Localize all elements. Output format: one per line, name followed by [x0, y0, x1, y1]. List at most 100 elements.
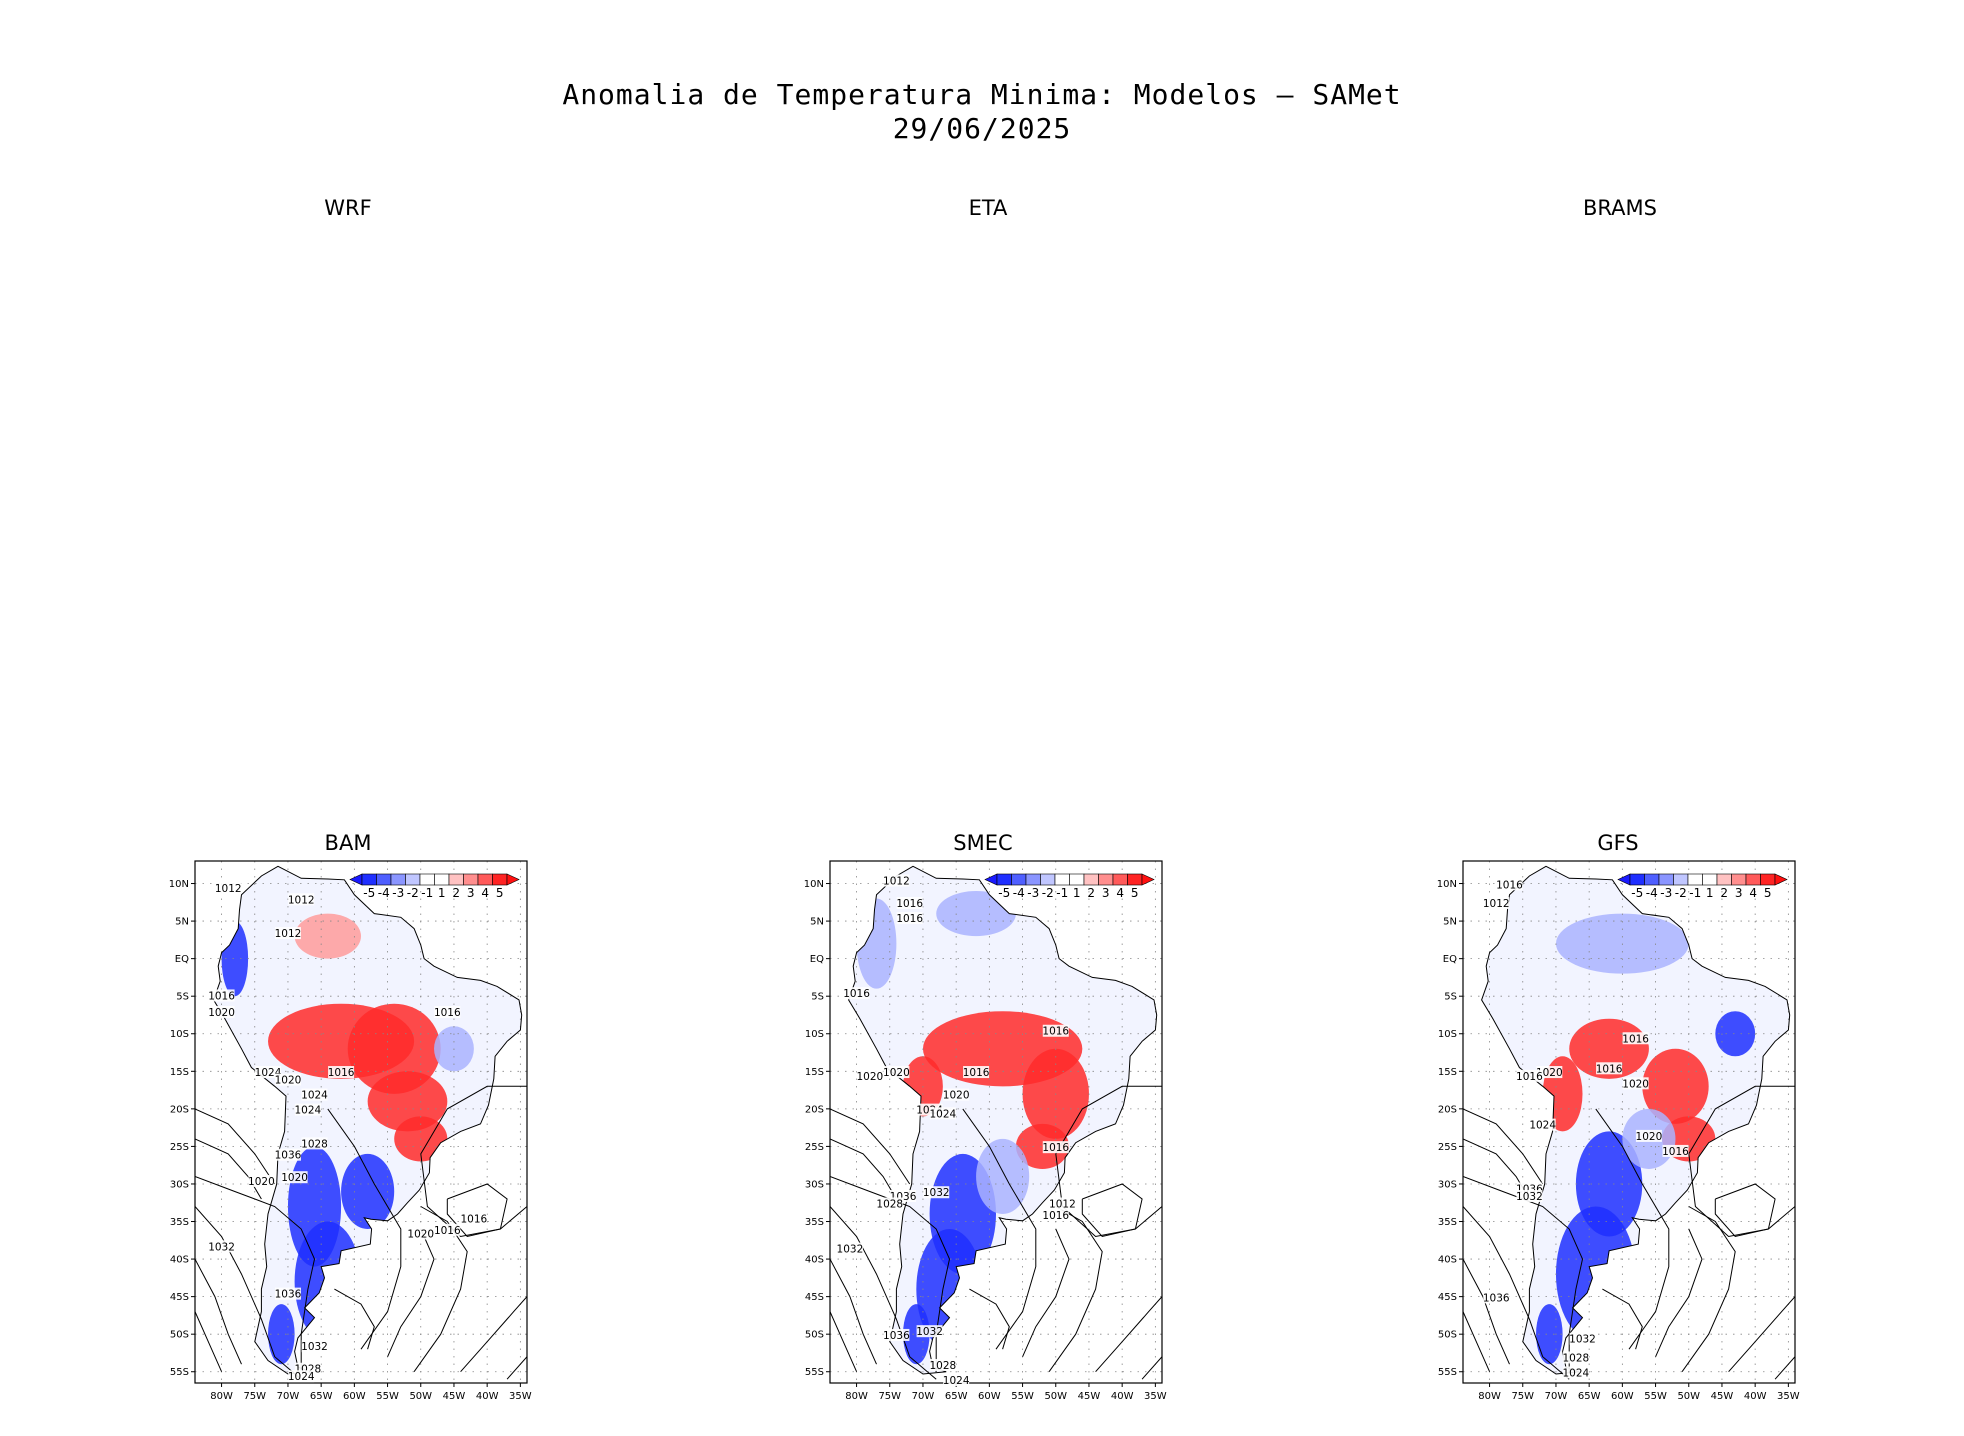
pressure-contour-label: 1024 — [255, 1067, 282, 1079]
lon-tick-label: 55W — [376, 1391, 399, 1402]
lat-tick-label: 5S — [176, 992, 189, 1003]
pressure-contour-label: 1036 — [275, 1289, 302, 1301]
lat-tick-label: 10N — [169, 879, 189, 890]
lon-tick-label: 50W — [1044, 1391, 1067, 1402]
pressure-contour-label: 1028 — [876, 1198, 903, 1210]
pressure-contour-label: 1036 — [275, 1150, 302, 1162]
colorbar-over-arrow — [506, 873, 520, 886]
warm-anomaly-area — [347, 1003, 441, 1094]
isobar-line — [195, 1311, 223, 1372]
cold-anomaly-area — [268, 1304, 295, 1365]
colorbar-label: -1 — [1056, 886, 1068, 900]
contour-label-bg — [1042, 1141, 1069, 1154]
isobar-line — [830, 1311, 858, 1372]
isobar-line — [830, 1138, 897, 1200]
pressure-contour-label: 1016 — [1622, 1033, 1649, 1045]
colorbar-segment — [1025, 873, 1041, 886]
isobar-line — [830, 1108, 911, 1185]
lat-tick-label: 55S — [1438, 1367, 1457, 1378]
isobar-line — [830, 1258, 877, 1365]
contour-label-bg — [836, 1242, 863, 1255]
colorbar-segment — [405, 873, 421, 886]
lat-tick-label: 10S — [1438, 1029, 1457, 1040]
colorbar-label: 1 — [438, 886, 446, 900]
lon-tick-label: 50W — [1677, 1391, 1700, 1402]
pressure-contour-label: 1020 — [208, 1007, 235, 1019]
pressure-contour-label: 1012 — [1049, 1198, 1076, 1210]
lon-tick-label: 35W — [1144, 1391, 1167, 1402]
colorbar-label: 2 — [1720, 886, 1728, 900]
cold-anomaly-area — [856, 898, 897, 989]
colorbar: -5 -4 -3 -2 -1 1 2 3 4 5 — [1617, 873, 1788, 900]
map-svg: 10N 5N EQ 5S 10S 15S 20S 25S 30S 35S 40S 45S 50S 55S 8… — [169, 860, 532, 1402]
isobar-line — [1655, 1228, 1703, 1357]
lat-tick-label: 5N — [175, 917, 189, 928]
panel-label-brams: BRAMS — [1583, 196, 1657, 220]
colorbar-label: -5 — [363, 886, 375, 900]
land-area — [848, 866, 1157, 1374]
lat-tick-label: 10N — [1437, 879, 1457, 890]
colorbar-under-arrow — [349, 873, 363, 886]
lat-tick-label: 10S — [170, 1029, 189, 1040]
contour-label-bg — [876, 1197, 903, 1210]
lon-tick-label: 75W — [878, 1391, 901, 1402]
pressure-contour-label: 1032 — [1569, 1334, 1596, 1346]
lat-tick-label: 40S — [1438, 1255, 1457, 1266]
colorbar-segment — [1673, 873, 1689, 886]
colorbar-segment — [1083, 873, 1099, 886]
isobar-line — [1602, 1288, 1643, 1350]
lon-tick-label: 40W — [1111, 1391, 1134, 1402]
contour-label-bg — [943, 1374, 970, 1386]
map-svg: 10N 5N EQ 5S 10S 15S 20S 25S 30S 35S 40S 45S 50S 55S 8… — [804, 860, 1167, 1402]
contour-label-bg — [916, 1325, 943, 1338]
colorbar-label: 1 — [1706, 886, 1714, 900]
contour-label-bg — [1529, 1118, 1556, 1131]
panel-label-wrf: WRF — [324, 196, 372, 220]
lat-tick-label: EQ — [175, 954, 189, 965]
map-svg: 10N 5N EQ 5S 10S 15S 20S 25S 30S 35S 40S 45S 50S 55S 8… — [1437, 860, 1800, 1402]
colorbar-label: 4 — [1749, 886, 1757, 900]
cold-anomaly-area — [1536, 1304, 1563, 1365]
colorbar-segment — [996, 873, 1012, 886]
colorbar-segment — [1011, 873, 1027, 886]
colorbar-label: -2 — [1042, 886, 1054, 900]
pressure-contour-label: 1016 — [1662, 1146, 1689, 1158]
contour-label-bg — [434, 1223, 461, 1236]
colorbar-segment — [1629, 873, 1645, 886]
pressure-contour-label: 1016 — [896, 913, 923, 925]
isobar-line — [1463, 1258, 1510, 1365]
colorbar-segment — [1702, 873, 1718, 886]
pressure-contour-label: 1020 — [943, 1090, 970, 1102]
colorbar-label: 2 — [1087, 886, 1095, 900]
lat-tick-label: 35S — [170, 1217, 189, 1228]
cold-anomaly-area — [1715, 1011, 1756, 1057]
pressure-contour-label: 1016 — [328, 1067, 355, 1079]
colorbar-label: -4 — [1646, 886, 1658, 900]
contour-label-bg — [1622, 1032, 1649, 1045]
panel-label-gfs: GFS — [1597, 831, 1639, 855]
lat-tick-label: 25S — [805, 1142, 824, 1153]
coastline — [213, 865, 523, 1375]
contour-label-bg — [923, 1186, 950, 1199]
pressure-contour-label: 1020 — [1536, 1067, 1563, 1079]
lon-tick-label: 60W — [343, 1391, 366, 1402]
contour-label-bg — [1635, 1129, 1662, 1142]
isobar-line — [334, 1288, 375, 1350]
contour-label-bg — [1536, 1066, 1563, 1079]
isobar-line — [195, 1108, 276, 1185]
pressure-contour-label: 1024 — [301, 1090, 328, 1102]
pressure-contour-label: 1020 — [407, 1229, 434, 1241]
contour-label-bg — [281, 1171, 308, 1184]
lon-tick-label: 65W — [1578, 1391, 1601, 1402]
lon-tick-label: 70W — [277, 1391, 300, 1402]
pressure-contour-label: 1016 — [434, 1225, 461, 1237]
pressure-contour-label: 1020 — [275, 1075, 302, 1087]
colorbar-label: -4 — [378, 886, 390, 900]
colorbar-label: 3 — [467, 886, 475, 900]
colorbar-segment — [492, 873, 508, 886]
contour-label-bg — [407, 1227, 434, 1240]
pressure-contour-label: 1032 — [923, 1187, 950, 1199]
lat-tick-label: 15S — [170, 1067, 189, 1078]
colorbar-label: 5 — [496, 886, 504, 900]
contour-label-bg — [883, 874, 910, 887]
